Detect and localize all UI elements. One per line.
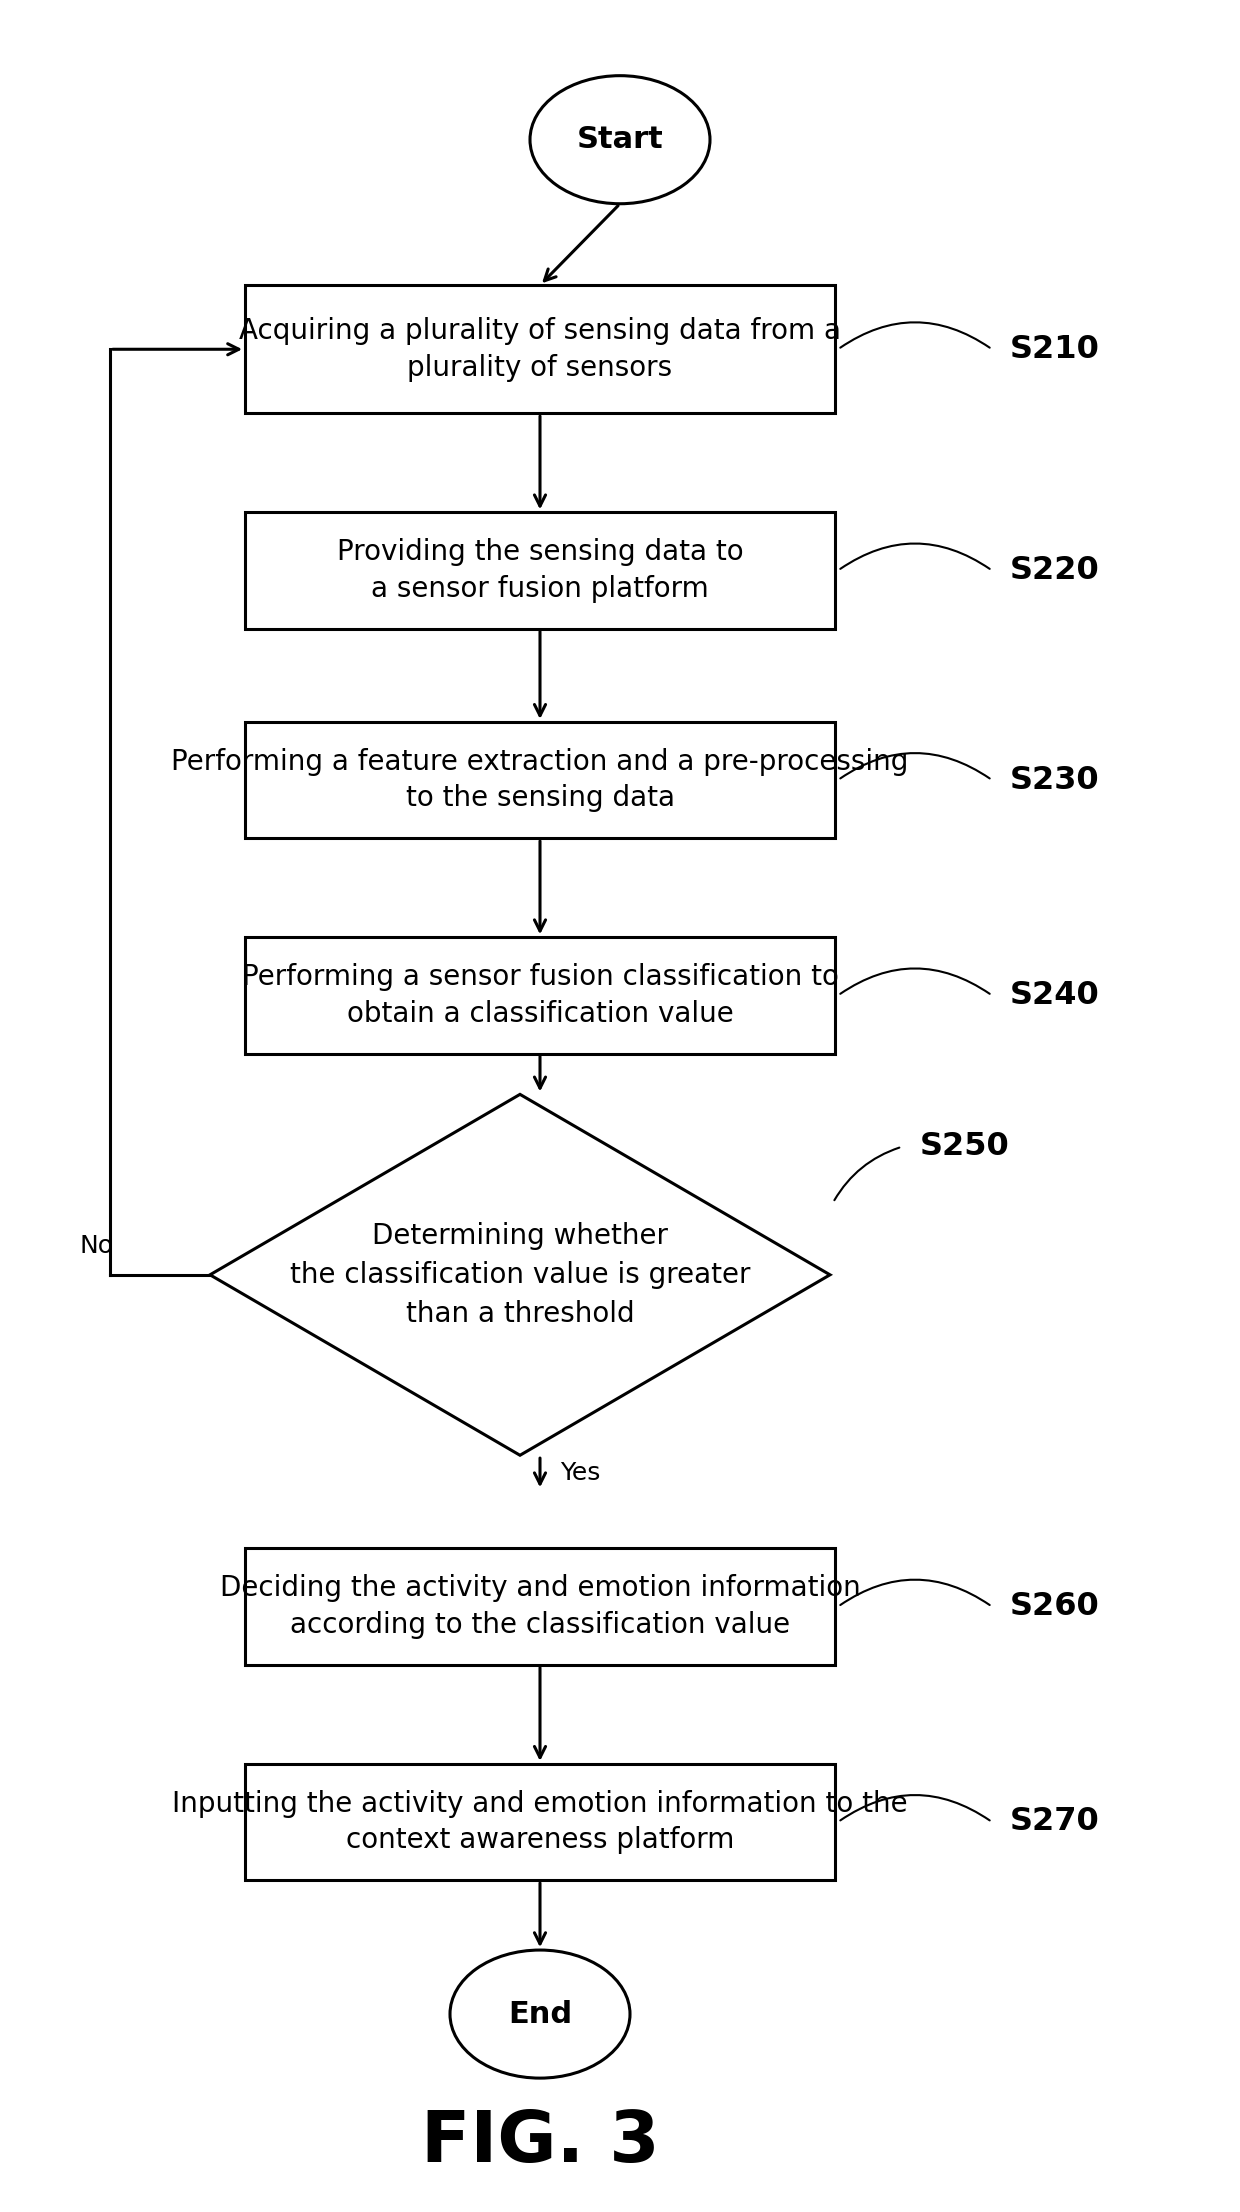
Polygon shape xyxy=(210,1095,830,1455)
Text: End: End xyxy=(508,2000,572,2028)
Text: S230: S230 xyxy=(1011,765,1100,796)
Text: S250: S250 xyxy=(920,1130,1009,1161)
Text: Yes: Yes xyxy=(560,1460,600,1484)
Bar xyxy=(246,1763,835,1880)
Text: Acquiring a plurality of sensing data from a
plurality of sensors: Acquiring a plurality of sensing data fr… xyxy=(239,316,841,383)
Text: Performing a feature extraction and a pre-processing
to the sensing data: Performing a feature extraction and a pr… xyxy=(171,748,909,812)
Text: S270: S270 xyxy=(1011,1807,1100,1838)
Text: S220: S220 xyxy=(1011,555,1100,586)
Bar xyxy=(246,285,835,414)
Text: S240: S240 xyxy=(1011,980,1100,1011)
Text: Determining whether
the classification value is greater
than a threshold: Determining whether the classification v… xyxy=(290,1221,750,1327)
Bar xyxy=(246,938,835,1053)
Text: Performing a sensor fusion classification to
obtain a classification value: Performing a sensor fusion classificatio… xyxy=(242,962,838,1029)
Ellipse shape xyxy=(529,75,711,204)
Text: No: No xyxy=(81,1234,114,1259)
Ellipse shape xyxy=(450,1951,630,2077)
Text: S210: S210 xyxy=(1011,334,1100,365)
Text: S260: S260 xyxy=(1011,1590,1100,1621)
Bar xyxy=(246,513,835,628)
Bar xyxy=(246,1548,835,1666)
Text: Inputting the activity and emotion information to the
context awareness platform: Inputting the activity and emotion infor… xyxy=(172,1790,908,1854)
Bar xyxy=(246,721,835,838)
Text: FIG. 3: FIG. 3 xyxy=(420,2108,660,2177)
Text: Deciding the activity and emotion information
according to the classification va: Deciding the activity and emotion inform… xyxy=(219,1575,861,1639)
Text: Start: Start xyxy=(577,126,663,155)
Text: Providing the sensing data to
a sensor fusion platform: Providing the sensing data to a sensor f… xyxy=(337,538,743,604)
